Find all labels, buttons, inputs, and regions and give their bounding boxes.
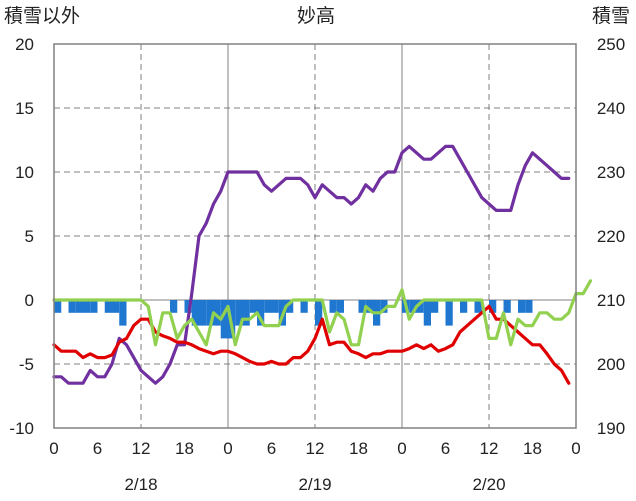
bar: [83, 300, 91, 313]
right-tick-label: 190: [597, 419, 625, 438]
bar: [257, 300, 265, 326]
left-tick-label: -5: [19, 355, 34, 374]
bar: [315, 300, 323, 326]
series-line: [52, 144, 571, 385]
bar: [271, 300, 279, 313]
left-tick-label: 15: [15, 99, 34, 118]
x-tick-label: 6: [267, 439, 276, 458]
bar: [489, 300, 497, 313]
bar: [184, 300, 192, 313]
bar: [112, 300, 120, 313]
x-tick-label: 12: [480, 439, 499, 458]
bar: [249, 300, 257, 313]
series-line: [52, 279, 593, 347]
bar: [380, 300, 388, 313]
x-tick-label: 18: [175, 439, 194, 458]
bar: [119, 300, 127, 326]
date-label: 2/20: [472, 475, 505, 494]
bar: [264, 300, 272, 313]
bar: [445, 300, 453, 326]
bar: [474, 300, 482, 313]
left-tick-label: 0: [25, 291, 34, 310]
bar: [104, 300, 112, 313]
x-tick-label: 6: [93, 439, 102, 458]
x-tick-label: 6: [441, 439, 450, 458]
right-tick-label: 200: [597, 355, 625, 374]
bar: [431, 300, 439, 313]
bar: [460, 300, 468, 313]
bar: [199, 300, 207, 326]
bar: [409, 300, 417, 313]
x-tick-label: 0: [571, 439, 580, 458]
x-tick-label: 12: [306, 439, 325, 458]
bar: [206, 300, 214, 326]
bar: [416, 300, 424, 313]
bar: [358, 300, 366, 313]
bar: [286, 300, 294, 313]
left-axis-label: 積雪以外: [4, 5, 80, 27]
bar: [235, 300, 243, 326]
date-label: 2/18: [124, 475, 157, 494]
bar: [365, 300, 373, 313]
line-series: [52, 144, 593, 385]
bar: [242, 300, 250, 326]
right-tick-label: 220: [597, 227, 625, 246]
bar: [220, 300, 228, 339]
bar: [68, 300, 76, 313]
bar: [525, 300, 533, 313]
left-tick-label: -10: [9, 419, 34, 438]
plot-frame: [53, 43, 577, 429]
x-tick-label: 18: [349, 439, 368, 458]
right-tick-label: 230: [597, 163, 625, 182]
bar: [300, 300, 308, 313]
bar: [90, 300, 98, 313]
left-tick-label: 20: [15, 35, 34, 54]
left-tick-label: 10: [15, 163, 34, 182]
x-tick-label: 12: [132, 439, 151, 458]
bar: [336, 300, 344, 313]
x-tick-label: 0: [49, 439, 58, 458]
x-axis-ticks: 0 6 12 18 0 6 12 18 0 6 12 18 0: [49, 439, 580, 458]
date-label: 2/19: [298, 475, 331, 494]
x-tick-label: 18: [523, 439, 542, 458]
bar: [170, 300, 178, 313]
left-tick-label: 5: [25, 227, 34, 246]
right-tick-label: 210: [597, 291, 625, 310]
right-axis-ticks: 250 240 230 220 210 200 190: [597, 35, 625, 438]
x-tick-label: 0: [397, 439, 406, 458]
chart-title: 妙高: [297, 5, 335, 27]
right-tick-label: 250: [597, 35, 625, 54]
bar: [329, 300, 337, 313]
bar: [423, 300, 431, 326]
bar: [213, 300, 221, 326]
left-axis-ticks: 20 15 10 5 0 -5 -10: [9, 35, 34, 438]
bar: [518, 300, 526, 313]
right-tick-label: 240: [597, 99, 625, 118]
bar: [191, 300, 199, 326]
bar: [75, 300, 83, 313]
x-tick-label: 0: [223, 439, 232, 458]
date-labels: 2/18 2/19 2/20: [124, 475, 505, 494]
bar: [503, 300, 511, 313]
bar: [54, 300, 62, 313]
right-axis-label: 積雪: [592, 5, 630, 27]
